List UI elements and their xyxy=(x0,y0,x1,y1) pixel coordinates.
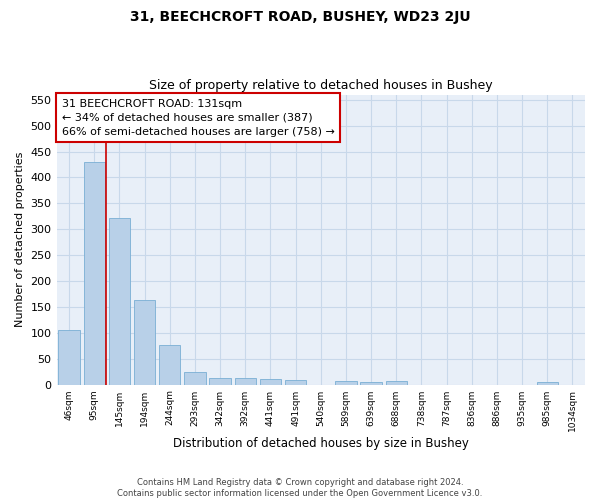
Bar xyxy=(536,382,558,384)
Bar xyxy=(184,372,206,384)
Bar xyxy=(260,379,281,384)
Bar xyxy=(159,345,181,385)
Bar xyxy=(361,382,382,384)
Y-axis label: Number of detached properties: Number of detached properties xyxy=(15,152,25,328)
Text: 31 BEECHCROFT ROAD: 131sqm
← 34% of detached houses are smaller (387)
66% of sem: 31 BEECHCROFT ROAD: 131sqm ← 34% of deta… xyxy=(62,99,335,137)
Bar xyxy=(134,300,155,384)
Bar xyxy=(285,380,307,384)
Bar xyxy=(109,218,130,384)
Bar xyxy=(386,382,407,384)
Bar xyxy=(235,378,256,384)
Title: Size of property relative to detached houses in Bushey: Size of property relative to detached ho… xyxy=(149,79,493,92)
Text: Contains HM Land Registry data © Crown copyright and database right 2024.
Contai: Contains HM Land Registry data © Crown c… xyxy=(118,478,482,498)
X-axis label: Distribution of detached houses by size in Bushey: Distribution of detached houses by size … xyxy=(173,437,469,450)
Bar xyxy=(335,382,356,384)
Bar xyxy=(209,378,231,384)
Bar xyxy=(58,330,80,384)
Bar xyxy=(83,162,105,384)
Text: 31, BEECHCROFT ROAD, BUSHEY, WD23 2JU: 31, BEECHCROFT ROAD, BUSHEY, WD23 2JU xyxy=(130,10,470,24)
